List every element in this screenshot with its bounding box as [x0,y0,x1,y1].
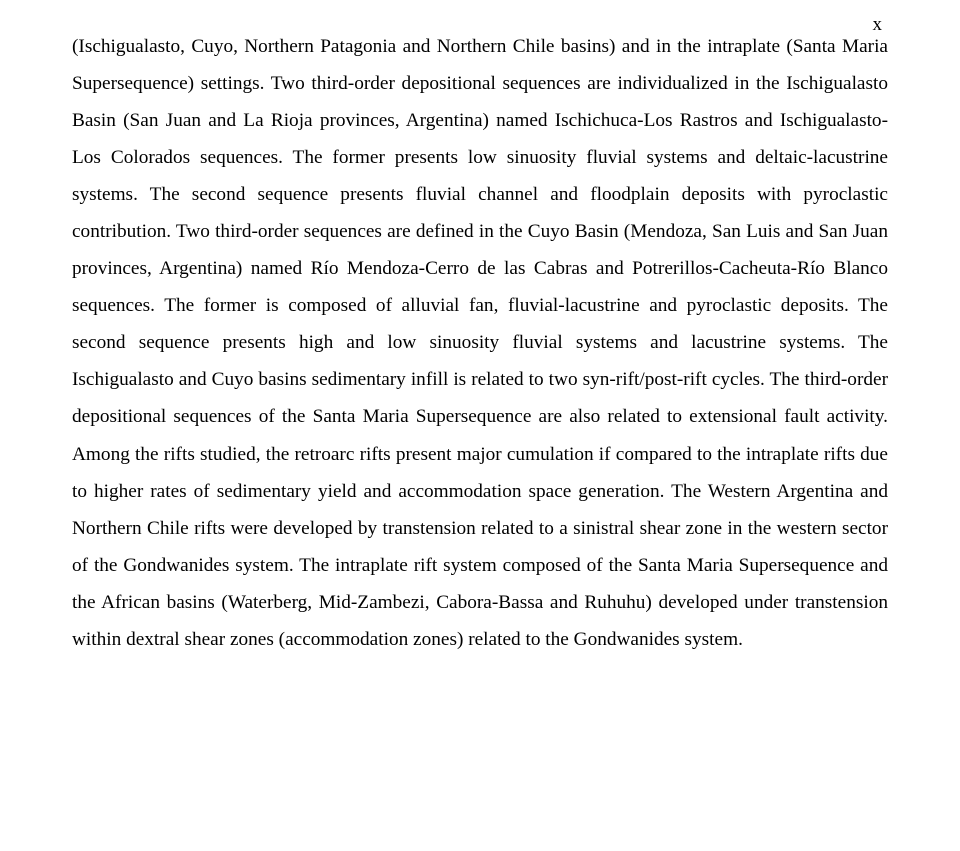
body-paragraph: (Ischigualasto, Cuyo, Northern Patagonia… [72,28,888,658]
page-number: x [873,14,883,36]
document-page: x (Ischigualasto, Cuyo, Northern Patagon… [0,0,960,851]
